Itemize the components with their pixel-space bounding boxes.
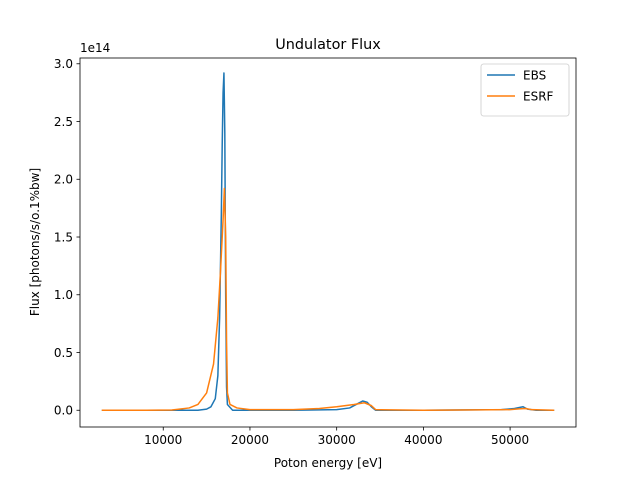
series-line-esrf [101, 187, 555, 412]
x-tick-label: 20000 [231, 433, 269, 447]
plot-area: 10000 20000 30000 40000 50000 0.0 0.5 1.0 1.5 2.0… [54, 57, 577, 447]
x-axis-label: Poton energy [eV] [274, 456, 382, 470]
x-tick-label: 50000 [491, 433, 529, 447]
axes-frame [79, 57, 577, 428]
x-tick-label: 40000 [404, 433, 442, 447]
y-tick-label: 3.0 [54, 57, 73, 71]
y-tick-label: 0.5 [54, 346, 73, 360]
y-tick-label: 1.0 [54, 288, 73, 302]
y-tick-label: 2.0 [54, 173, 73, 187]
legend: EBS ESRF [480, 63, 570, 117]
x-tick-label: 30000 [318, 433, 356, 447]
y-tick-label: 2.5 [54, 115, 73, 129]
y-offset-text: 1e14 [80, 41, 110, 55]
y-tick-label: 1.5 [54, 230, 73, 244]
y-axis-label: Flux [photons/s/o.1%bw] [28, 168, 42, 316]
legend-label-ebs: EBS [523, 68, 546, 82]
legend-box [480, 63, 570, 117]
x-tick-label: 10000 [144, 433, 182, 447]
y-tick-label: 0.0 [54, 404, 73, 418]
chart-title: Undulator Flux [275, 37, 381, 53]
legend-label-esrf: ESRF [523, 89, 554, 103]
